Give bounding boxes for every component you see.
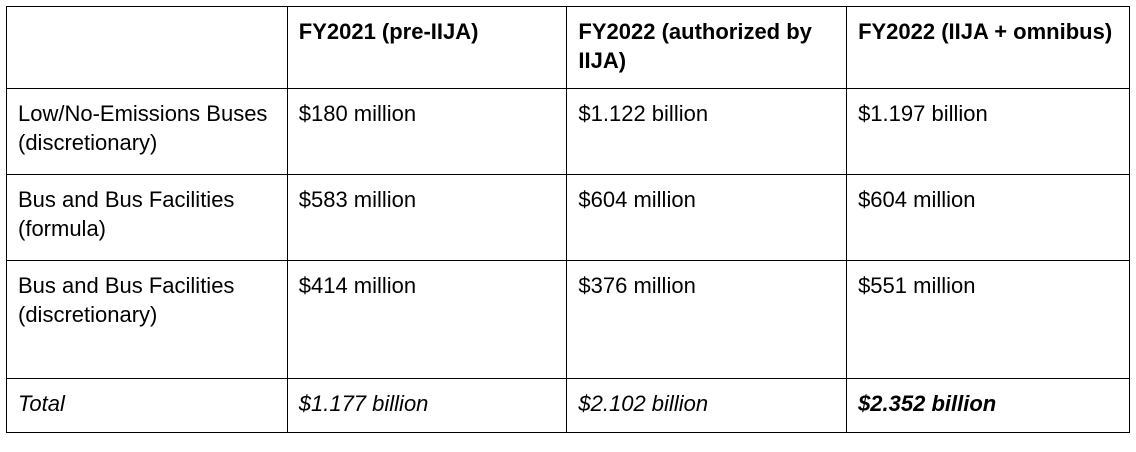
table-cell: $376 million [566,260,848,379]
total-cell-emphasized: $2.352 billion [846,378,1130,433]
funding-table: FY2021 (pre-IIJA) FY2022 (authorized by … [6,6,1130,433]
header-cell-fy2022-authorized: FY2022 (authorized by IIJA) [566,6,848,89]
header-cell-empty [6,6,288,89]
table-cell: $1.122 billion [566,88,848,175]
table-row: Low/No-Emissions Buses (discretionary) $… [6,88,1130,175]
total-label: Total [6,378,288,433]
header-cell-fy2021: FY2021 (pre-IIJA) [286,6,568,89]
table-row: Bus and Bus Facilities (discretionary) $… [6,260,1130,379]
table-row: Bus and Bus Facilities (formula) $583 mi… [6,174,1130,261]
table-cell: $604 million [566,174,848,261]
table-cell: $1.197 billion [846,88,1130,175]
row-label: Bus and Bus Facilities (discretionary) [6,260,288,379]
table-cell: $414 million [286,260,568,379]
table-cell: $583 million [286,174,568,261]
table-cell: $551 million [846,260,1130,379]
row-label: Low/No-Emissions Buses (discretionary) [6,88,288,175]
total-cell: $2.102 billion [566,378,848,433]
row-label: Bus and Bus Facilities (formula) [6,174,288,261]
table-cell: $180 million [286,88,568,175]
table-cell: $604 million [846,174,1130,261]
table-total-row: Total $1.177 billion $2.102 billion $2.3… [6,378,1130,433]
header-cell-fy2022-omnibus: FY2022 (IIJA + omnibus) [846,6,1130,89]
table-header-row: FY2021 (pre-IIJA) FY2022 (authorized by … [6,6,1130,89]
total-cell: $1.177 billion [286,378,568,433]
